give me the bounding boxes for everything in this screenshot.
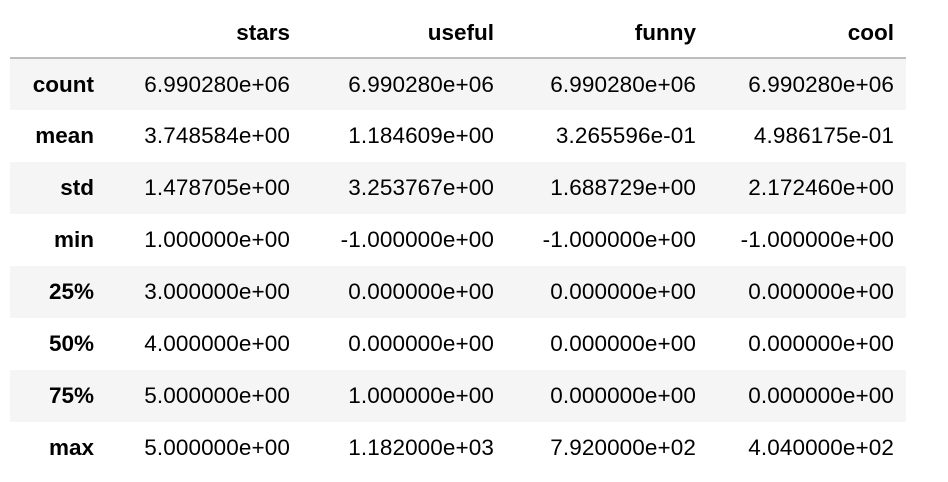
table-cell: 2.172460e+00 — [748, 175, 894, 200]
table-cell: 0.000000e+00 — [748, 331, 894, 356]
describe-table: stars useful funny cool count 6.990280e+… — [10, 8, 906, 474]
table-cell: 0.000000e+00 — [748, 279, 894, 304]
table-cell: 6.990280e+06 — [348, 71, 494, 97]
table-cell: 4.040000e+02 — [748, 435, 894, 460]
table-cell: -1.000000e+00 — [740, 227, 894, 252]
table-cell: -1.000000e+00 — [340, 227, 494, 252]
column-header-cool: cool — [708, 8, 906, 59]
table-cell: 1.184609e+00 — [348, 123, 494, 148]
table-row: 75% 5.000000e+00 1.000000e+00 0.000000e+… — [10, 370, 906, 422]
table-cell: 3.265596e-01 — [555, 123, 696, 148]
header-row: stars useful funny cool — [10, 8, 906, 59]
row-label: std — [60, 175, 94, 200]
table-cell: 0.000000e+00 — [550, 331, 696, 356]
row-label: max — [48, 435, 94, 460]
table-cell: 1.688729e+00 — [550, 175, 696, 200]
table-cell: 6.990280e+06 — [550, 71, 696, 97]
table-cell: -1.000000e+00 — [542, 227, 696, 252]
table-cell: 0.000000e+00 — [748, 383, 894, 408]
table-cell: 3.000000e+00 — [144, 279, 290, 304]
table-body: count 6.990280e+06 6.990280e+06 6.990280… — [10, 58, 906, 474]
row-label: count — [32, 71, 94, 97]
row-label: min — [53, 227, 94, 252]
table-row: count 6.990280e+06 6.990280e+06 6.990280… — [10, 58, 906, 110]
table-row: max 5.000000e+00 1.182000e+03 7.920000e+… — [10, 422, 906, 474]
table-cell: 0.000000e+00 — [348, 279, 494, 304]
table-cell: 1.478705e+00 — [144, 175, 290, 200]
column-header-useful: useful — [302, 8, 506, 59]
table-cell: 1.000000e+00 — [348, 383, 494, 408]
index-header — [10, 8, 106, 59]
table-cell: 6.990280e+06 — [144, 71, 290, 97]
table-row: std 1.478705e+00 3.253767e+00 1.688729e+… — [10, 162, 906, 214]
table-cell: 4.000000e+00 — [144, 331, 290, 356]
table-cell: 1.000000e+00 — [144, 227, 290, 252]
table-cell: 0.000000e+00 — [348, 331, 494, 356]
table-cell: 3.253767e+00 — [348, 175, 494, 200]
table-row: mean 3.748584e+00 1.184609e+00 3.265596e… — [10, 110, 906, 162]
table-cell: 1.182000e+03 — [348, 435, 494, 460]
column-header-funny: funny — [506, 8, 708, 59]
table-row: 25% 3.000000e+00 0.000000e+00 0.000000e+… — [10, 266, 906, 318]
table-row: 50% 4.000000e+00 0.000000e+00 0.000000e+… — [10, 318, 906, 370]
row-label: 75% — [48, 383, 94, 408]
row-label: 25% — [48, 279, 94, 304]
row-label: mean — [35, 123, 94, 148]
table-cell: 0.000000e+00 — [550, 383, 696, 408]
table-cell: 7.920000e+02 — [550, 435, 696, 460]
table-cell: 3.748584e+00 — [144, 123, 290, 148]
column-header-stars: stars — [106, 8, 302, 59]
table-cell: 5.000000e+00 — [144, 435, 290, 460]
table-cell: 5.000000e+00 — [144, 383, 290, 408]
table-cell: 6.990280e+06 — [748, 71, 894, 97]
table-cell: 0.000000e+00 — [550, 279, 696, 304]
table-cell: 4.986175e-01 — [753, 123, 894, 148]
table-header: stars useful funny cool — [10, 8, 906, 59]
table-row: min 1.000000e+00 -1.000000e+00 -1.000000… — [10, 214, 906, 266]
row-label: 50% — [48, 331, 94, 356]
